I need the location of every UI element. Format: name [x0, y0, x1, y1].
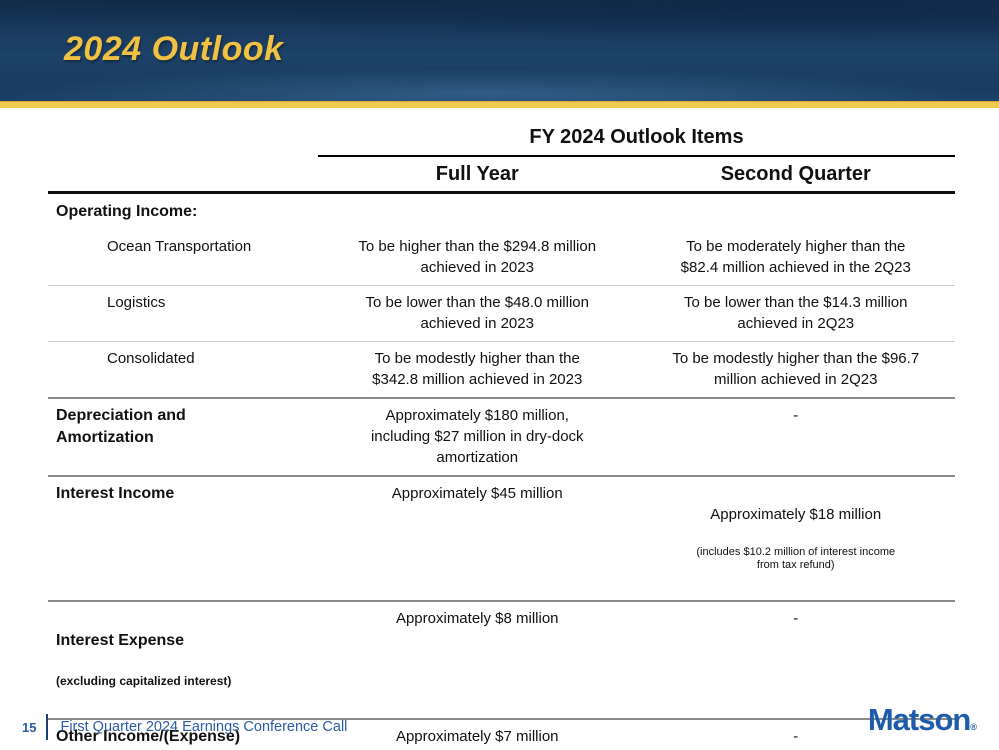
matson-logo-text: Matson	[867, 702, 971, 737]
column-header-spacer	[48, 157, 318, 191]
full-year-cell: Approximately $7 million	[395, 728, 559, 745]
table-group-header: FY 2024 Outlook Items	[529, 126, 744, 148]
full-year-cell: To be lower than the $48.0 million achie…	[365, 294, 589, 332]
table-row-consolidated: Consolidated To be modestly higher than …	[48, 342, 955, 399]
full-year-cell: Approximately $45 million	[391, 485, 563, 502]
second-quarter-footnote: (includes $10.2 million of interest inco…	[696, 546, 896, 571]
row-label-footnote: (excluding capitalized interest)	[56, 674, 232, 688]
table-row-other-income-expense: Other Income/(Expense) Approximately $7 …	[48, 720, 955, 750]
full-year-cell	[318, 194, 637, 230]
matson-logo: Matson®	[868, 702, 977, 738]
second-quarter-cell: To be modestly higher than the $96.7 mil…	[672, 350, 920, 388]
row-label: Consolidated	[107, 350, 195, 367]
second-quarter-cell: To be lower than the $14.3 million achie…	[684, 294, 908, 332]
registered-trademark-icon: ®	[970, 722, 977, 732]
column-header-full-year: Full Year	[435, 163, 519, 185]
gold-accent-bar	[0, 101, 999, 108]
row-label: Ocean Transportation	[107, 238, 252, 255]
row-label: Depreciation and Amortization	[56, 407, 186, 446]
table-group-header-row: FY 2024 Outlook Items	[318, 122, 955, 157]
row-label: Logistics	[107, 294, 166, 311]
second-quarter-cell	[637, 194, 956, 230]
row-label-text: Interest Expense	[56, 632, 185, 649]
row-label: Operating Income:	[56, 203, 198, 220]
table-row-depreciation-amortization: Depreciation and Amortization Approximat…	[48, 399, 955, 477]
table-row-ocean-transportation: Ocean Transportation To be higher than t…	[48, 230, 955, 286]
footer-text: First Quarter 2024 Earnings Conference C…	[60, 719, 348, 735]
table-row-operating-income: Operating Income:	[48, 194, 955, 230]
table-column-headers: Full Year Second Quarter	[48, 157, 955, 194]
table-row-interest-expense: Interest Expense (excluding capitalized …	[48, 602, 955, 720]
row-label: Interest Income	[56, 485, 175, 502]
second-quarter-cell: -	[793, 728, 799, 745]
second-quarter-cell: Approximately $18 million (includes $10.…	[637, 477, 956, 600]
footer-divider	[46, 714, 49, 740]
second-quarter-cell: -	[793, 610, 799, 627]
row-label: Other Income/(Expense)	[56, 728, 241, 745]
full-year-cell: Approximately $180 million, including $2…	[370, 407, 584, 466]
full-year-cell: Approximately $8 million	[395, 610, 559, 627]
second-quarter-cell: -	[793, 407, 799, 424]
slide-footer: 15 First Quarter 2024 Earnings Conferenc…	[14, 714, 347, 740]
full-year-cell: To be higher than the $294.8 million ach…	[358, 238, 597, 276]
table-row-interest-income: Interest Income Approximately $45 millio…	[48, 477, 955, 602]
row-label: Interest Expense (excluding capitalized …	[48, 602, 318, 718]
second-quarter-cell: To be moderately higher than the $82.4 m…	[680, 238, 911, 276]
page-title: 2024 Outlook	[64, 30, 284, 68]
page-number: 15	[22, 719, 37, 735]
column-header-second-quarter: Second Quarter	[720, 163, 871, 185]
slide-header: 2024 Outlook	[0, 0, 999, 101]
full-year-cell: To be modestly higher than the $342.8 mi…	[372, 350, 583, 388]
outlook-table: FY 2024 Outlook Items Full Year Second Q…	[48, 122, 955, 750]
table-row-logistics: Logistics To be lower than the $48.0 mil…	[48, 286, 955, 342]
second-quarter-value: Approximately $18 million	[710, 506, 882, 523]
